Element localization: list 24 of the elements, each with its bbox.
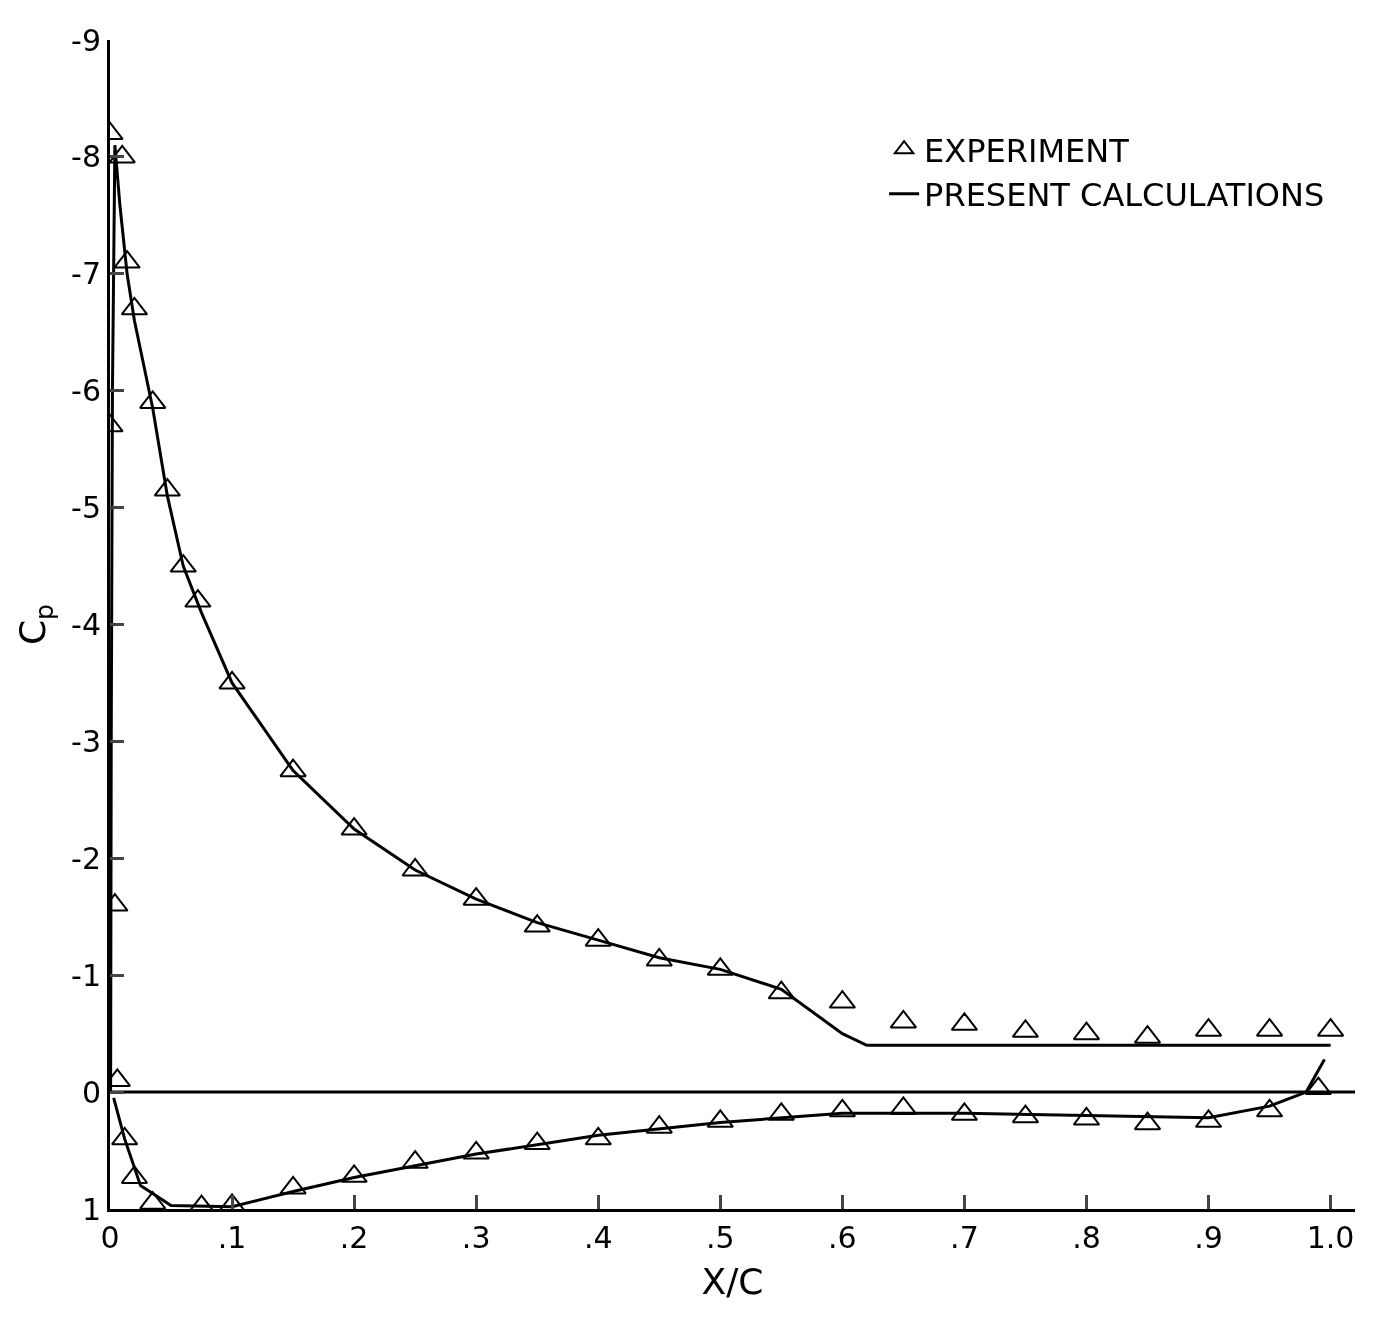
y-tick-label: 1	[81, 1191, 101, 1227]
x-axis-title: X/C	[701, 1260, 764, 1302]
x-tick-label: .6	[828, 1220, 857, 1255]
y-tick-label: -5	[71, 490, 101, 526]
x-tick-label: .8	[1072, 1220, 1101, 1255]
y-tick-label: -7	[71, 256, 101, 292]
x-tick-label: .9	[1194, 1220, 1223, 1255]
y-tick-label: -4	[71, 607, 101, 642]
y-tick-label: -6	[71, 373, 101, 409]
x-tick-label: .2	[339, 1220, 369, 1255]
y-tick-label: -2	[71, 840, 101, 876]
x-tick-label: .7	[950, 1220, 979, 1255]
y-tick-label: -9	[71, 22, 101, 58]
y-tick-label: 0	[81, 1074, 101, 1110]
legend-label: PRESENT CALCULATIONS	[924, 176, 1325, 215]
legend-label: EXPERIMENT	[924, 131, 1130, 170]
x-tick-label: .3	[461, 1220, 491, 1255]
x-tick-label: .1	[217, 1220, 247, 1255]
y-tick-label: -1	[71, 957, 101, 993]
y-tick-label: -8	[71, 139, 101, 175]
y-tick-label: -3	[71, 723, 101, 759]
x-tick-label: .4	[583, 1220, 613, 1255]
x-tick-label: .5	[705, 1220, 735, 1255]
x-tick-label: 1.0	[1306, 1220, 1355, 1255]
